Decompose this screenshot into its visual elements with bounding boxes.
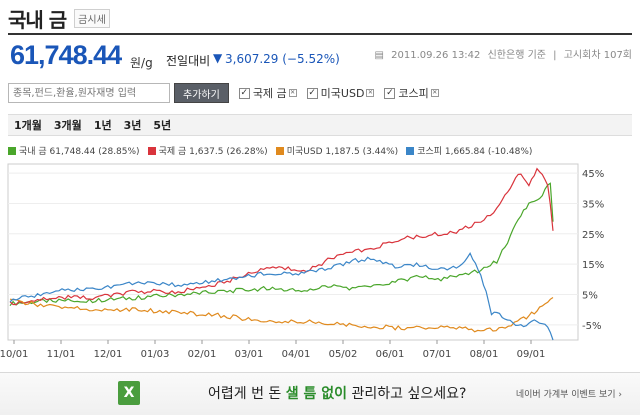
x-tick-label: 06/01 xyxy=(376,349,405,360)
compare-item-kospi[interactable]: ✓ 코스피 ✕ xyxy=(384,85,439,101)
x-tick-label: 11/01 xyxy=(47,349,76,360)
checkbox-checked-icon[interactable]: ✓ xyxy=(384,87,396,99)
legend-item-kospi: 코스피 1,665.84 (-10.48%) xyxy=(406,144,532,157)
tab-3-months[interactable]: 3개월 xyxy=(53,119,82,132)
page-title: 국내 금 xyxy=(8,7,67,32)
quote-source: 신한은행 기준 xyxy=(487,50,546,61)
x-tick-label: 04/01 xyxy=(282,349,311,360)
series-line xyxy=(9,252,554,341)
y-tick-label: 25% xyxy=(582,230,604,241)
legend-label: 미국USD 1,187.5 (3.44%) xyxy=(286,147,399,157)
quote-timestamp: 2011.09.26 13:42 xyxy=(391,50,481,61)
title-row: 국내 금 금시세 xyxy=(8,4,110,32)
legend-swatch xyxy=(8,146,16,155)
price-unit: 원/g xyxy=(130,56,153,70)
banner-highlight: 샐 틈 없이 xyxy=(285,386,348,402)
remove-icon[interactable]: ✕ xyxy=(366,89,375,97)
clock-icon: ▤ xyxy=(374,50,384,61)
compare-item-usd[interactable]: ✓ 미국USD ✕ xyxy=(306,85,375,101)
x-tick-label: 09/01 xyxy=(517,349,546,360)
banner-text-pre: 어렵게 번 돈 xyxy=(208,386,286,402)
remove-icon[interactable]: ✕ xyxy=(430,89,439,97)
remove-icon[interactable]: ✕ xyxy=(288,89,297,97)
ad-banner[interactable]: X 어렵게 번 돈 샐 틈 없이 관리하고 싶으세요? 네이버 가계부 이벤트 … xyxy=(0,372,640,415)
meta-separator: | xyxy=(553,50,557,61)
compare-label: 미국USD xyxy=(320,87,365,100)
checkbox-checked-icon[interactable]: ✓ xyxy=(238,87,250,99)
series-line xyxy=(9,167,554,306)
compare-label: 코스피 xyxy=(398,87,429,100)
legend-label: 국내 금 61,748.44 (28.85%) xyxy=(19,147,140,157)
legend-swatch xyxy=(406,146,415,155)
banner-text: 어렵게 번 돈 샐 틈 없이 관리하고 싶으세요? xyxy=(208,383,466,403)
tab-1-year[interactable]: 1년 xyxy=(93,119,112,132)
y-tick-label: 15% xyxy=(582,260,604,271)
legend-label: 국제 금 1,637.5 (26.28%) xyxy=(158,147,268,157)
tab-1-month[interactable]: 1개월 xyxy=(14,119,42,132)
x-tick-label: 02/01 xyxy=(188,349,217,360)
series-line xyxy=(9,297,554,333)
compare-row: 추가하기 ✓ 국제 금 ✕ ✓ 미국USD ✕ ✓ 코스피 ✕ xyxy=(8,82,439,104)
price-row: 61,748.44 원/g 전일대비 ▼ 3,607.29 (−5.52%) ▤… xyxy=(8,38,632,74)
banner-link[interactable]: 네이버 가계부 이벤트 보기 › xyxy=(515,390,622,400)
x-tick-label: 07/01 xyxy=(423,349,452,360)
period-tabs: 1개월 3개월 1년 3년 5년 xyxy=(8,114,632,136)
legend-item-intl-gold: 국제 금 1,637.5 (26.28%) xyxy=(147,144,268,157)
x-tick-label: 05/02 xyxy=(329,349,358,360)
down-arrow-icon: ▼ xyxy=(213,51,223,65)
x-tick-label: 12/01 xyxy=(94,349,123,360)
series-line xyxy=(9,182,554,307)
search-input[interactable] xyxy=(8,83,170,103)
legend-swatch xyxy=(275,146,284,155)
excel-icon: X xyxy=(118,381,140,405)
y-tick-label: 35% xyxy=(582,199,604,210)
checkbox-checked-icon[interactable]: ✓ xyxy=(306,87,318,99)
x-tick-label: 08/01 xyxy=(470,349,499,360)
x-tick-label: 01/03 xyxy=(141,349,170,360)
tab-5-years[interactable]: 5년 xyxy=(153,119,172,132)
title-divider xyxy=(8,33,632,35)
banner-text-post: 관리하고 싶으세요? xyxy=(347,386,467,402)
x-tick-label: 10/01 xyxy=(0,349,28,360)
y-tick-label: -5% xyxy=(582,321,601,332)
current-price: 61,748.44 xyxy=(10,40,122,70)
tab-3-years[interactable]: 3년 xyxy=(123,119,142,132)
chart-legend: 국내 금 61,748.44 (28.85%) 국제 금 1,637.5 (26… xyxy=(8,144,540,157)
compare-item-intl-gold[interactable]: ✓ 국제 금 ✕ xyxy=(238,85,297,101)
y-tick-label: 5% xyxy=(582,290,598,301)
quote-round: 고시회차 107회 xyxy=(563,50,632,61)
legend-item-usd: 미국USD 1,187.5 (3.44%) xyxy=(275,144,399,157)
gold-price-badge[interactable]: 금시세 xyxy=(74,8,110,28)
legend-item-domestic-gold: 국내 금 61,748.44 (28.85%) xyxy=(8,144,140,157)
add-button[interactable]: 추가하기 xyxy=(174,83,229,103)
legend-swatch xyxy=(147,146,156,155)
quote-meta: ▤ 2011.09.26 13:42 신한은행 기준 | 고시회차 107회 xyxy=(371,46,633,61)
change-label: 전일대비 xyxy=(166,54,211,68)
price-chart: 45% 35% 25% 15% 5% -5% 10/01 11/01 12/01 01/03 02/… xyxy=(0,163,604,360)
legend-label: 코스피 1,665.84 (-10.48%) xyxy=(417,147,533,157)
compare-label: 국제 금 xyxy=(252,87,287,100)
y-tick-label: 45% xyxy=(582,169,604,180)
x-tick-label: 03/01 xyxy=(235,349,264,360)
change-value: 3,607.29 (−5.52%) xyxy=(225,52,340,66)
